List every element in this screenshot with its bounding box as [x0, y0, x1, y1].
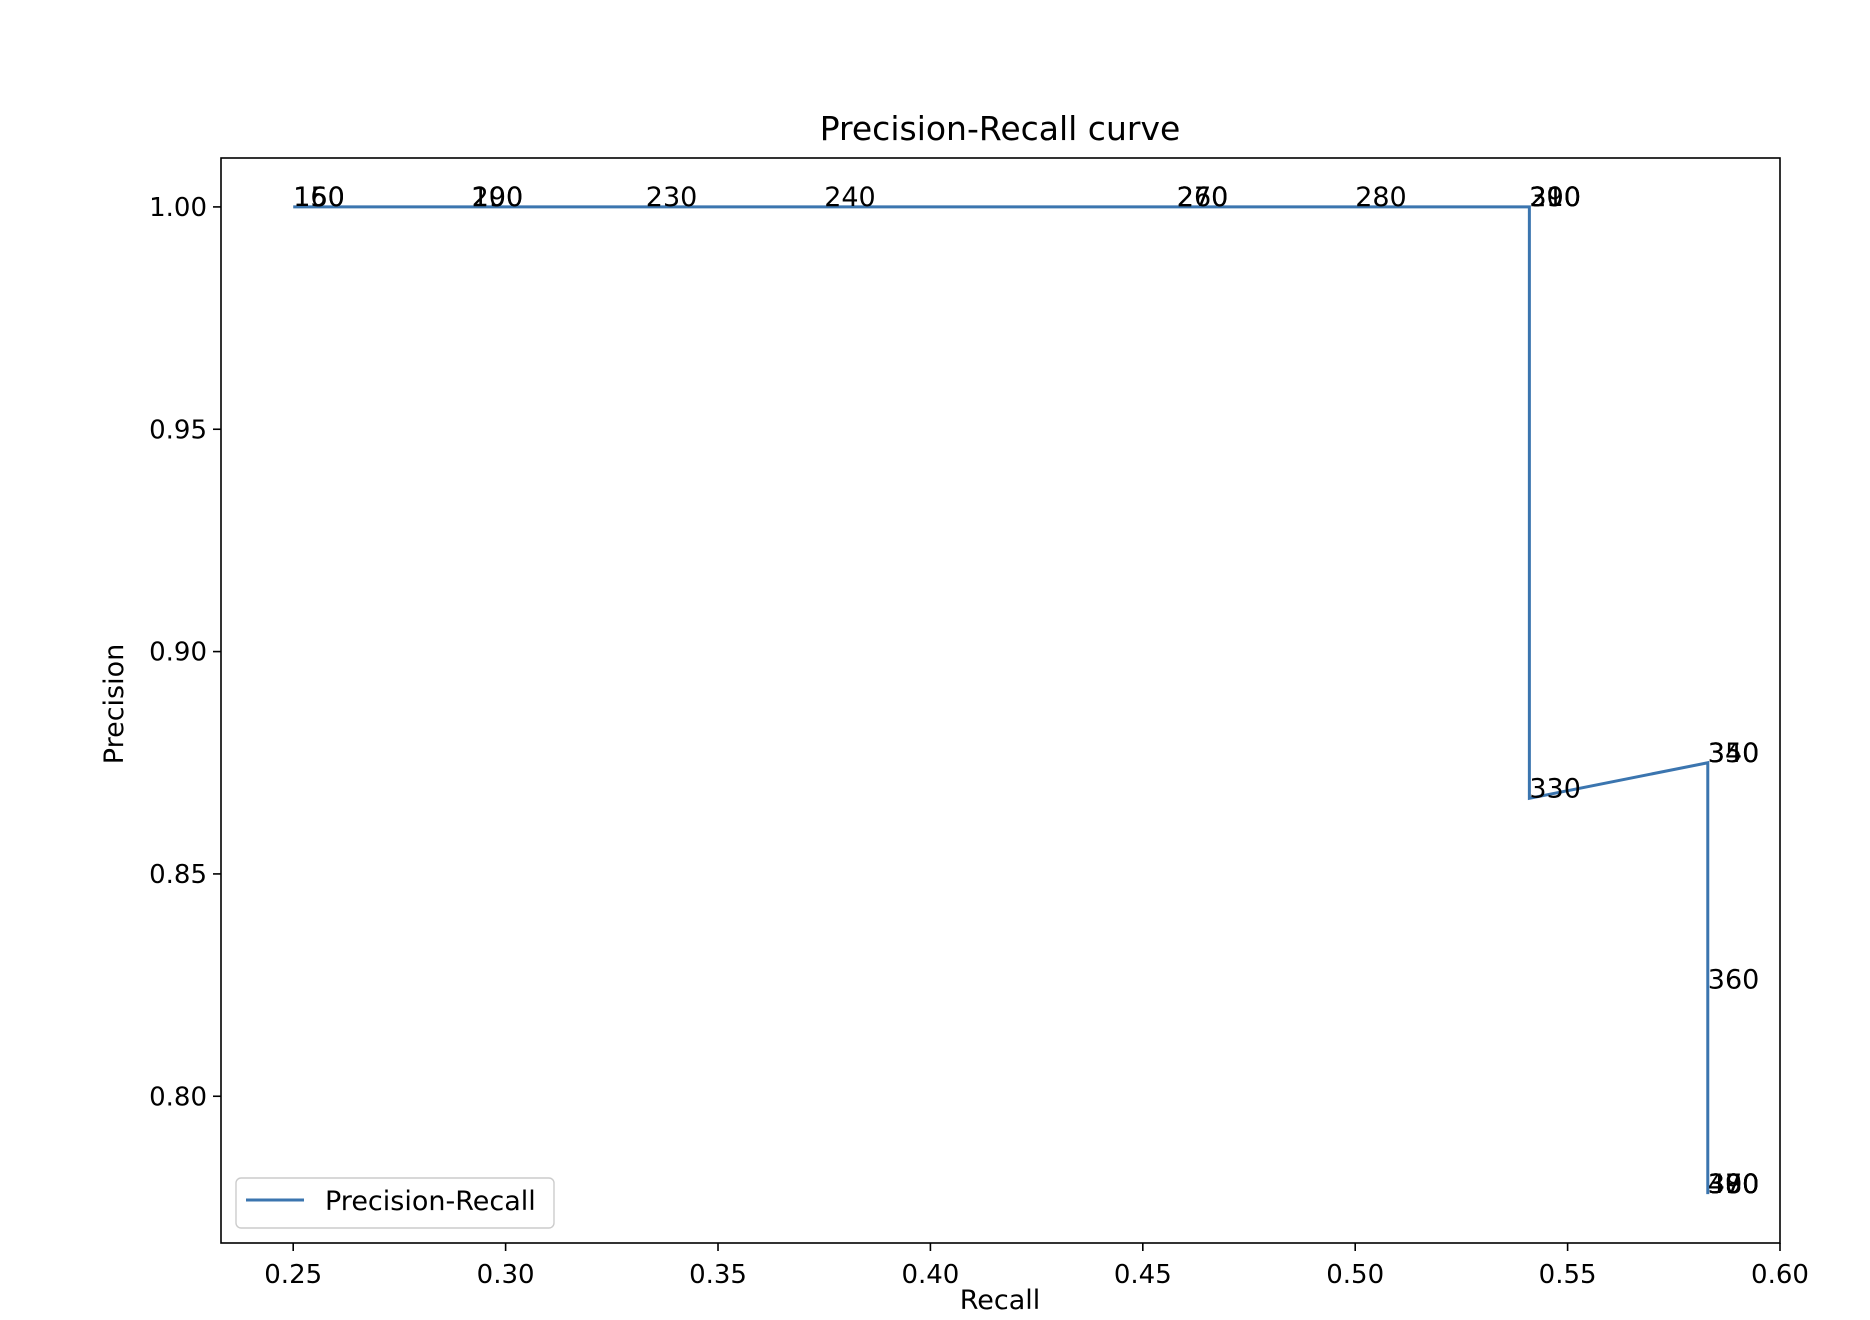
point-annotation: 270: [1177, 182, 1229, 213]
point-annotation: 290: [1529, 182, 1581, 213]
y-axis: 0.80 0.85 0.90 0.95 1.00: [149, 193, 221, 1112]
x-axis-label: Recall: [960, 1285, 1041, 1316]
point-annotation: 330: [1529, 773, 1581, 804]
point-annotation: 260: [1177, 182, 1229, 213]
point-annotation: 150: [293, 182, 345, 213]
point-annotation: 340: [1708, 738, 1760, 769]
legend: Precision-Recall: [235, 1177, 555, 1229]
x-axis: 0.25 0.30 0.35 0.40 0.45 0.50 0.55 0.60: [264, 1243, 1809, 1290]
point-annotation: 190: [472, 182, 524, 213]
point-annotation: 370: [1708, 1169, 1760, 1200]
x-tick-label: 0.55: [1539, 1260, 1597, 1290]
point-annotation: 280: [1355, 182, 1407, 213]
point-annotation: 380: [1708, 1169, 1760, 1200]
y-axis-label: Precision: [99, 644, 130, 764]
x-tick-label: 0.25: [264, 1260, 322, 1290]
y-tick-label: 1.00: [149, 193, 207, 223]
legend-box: [235, 1177, 555, 1229]
point-annotation: 400: [1708, 1169, 1760, 1200]
point-annotation: 160: [293, 182, 345, 213]
point-annotation: 240: [824, 182, 876, 213]
series-line-0: [293, 205, 1710, 1195]
x-tick-label: 0.50: [1326, 1260, 1384, 1290]
x-tick-label: 0.60: [1751, 1260, 1809, 1290]
point-annotation: 350: [1708, 738, 1760, 769]
y-tick-label: 0.90: [149, 638, 207, 668]
chart-title: Precision-Recall curve: [820, 109, 1181, 148]
plot-frame: [220, 157, 1781, 1244]
point-annotation: 200: [472, 182, 524, 213]
x-tick-label: 0.40: [901, 1260, 959, 1290]
point-annotation: 360: [1708, 965, 1760, 996]
x-tick-label: 0.45: [1114, 1260, 1172, 1290]
x-tick-label: 0.30: [477, 1260, 535, 1290]
y-tick-label: 0.80: [149, 1082, 207, 1112]
point-annotation: 390: [1708, 1169, 1760, 1200]
y-tick-label: 0.95: [149, 415, 207, 445]
point-annotation: 300: [1529, 182, 1581, 213]
point-annotation: 230: [646, 182, 698, 213]
x-tick-label: 0.35: [689, 1260, 747, 1290]
legend-label-precision-recall: Precision-Recall: [325, 1186, 536, 1217]
y-tick-label: 0.85: [149, 860, 207, 890]
point-annotation: 310: [1529, 182, 1581, 213]
